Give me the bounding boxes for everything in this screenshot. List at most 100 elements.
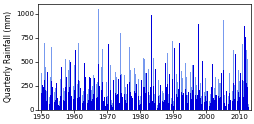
Bar: [229, 106, 230, 110]
Bar: [192, 65, 193, 110]
Bar: [143, 58, 144, 110]
Bar: [238, 81, 239, 110]
Bar: [78, 44, 79, 110]
Bar: [205, 101, 206, 110]
Bar: [128, 83, 129, 110]
Bar: [122, 66, 123, 110]
Bar: [104, 92, 105, 110]
Bar: [132, 93, 133, 110]
Bar: [168, 74, 169, 110]
Bar: [107, 80, 108, 110]
Bar: [155, 97, 156, 110]
Bar: [180, 86, 181, 110]
Bar: [145, 93, 146, 110]
Bar: [83, 91, 84, 110]
Bar: [174, 106, 175, 110]
Bar: [216, 85, 217, 110]
Bar: [175, 104, 176, 110]
Bar: [210, 87, 211, 110]
Bar: [131, 98, 132, 110]
Bar: [115, 93, 116, 110]
Bar: [172, 101, 173, 110]
Bar: [156, 102, 157, 110]
Bar: [99, 77, 100, 110]
Bar: [49, 97, 50, 110]
Bar: [135, 98, 136, 110]
Bar: [140, 80, 141, 110]
Bar: [57, 65, 58, 110]
Bar: [51, 81, 52, 110]
Bar: [155, 82, 156, 110]
Bar: [62, 85, 63, 110]
Bar: [158, 103, 159, 110]
Bar: [194, 83, 195, 110]
Bar: [216, 99, 217, 110]
Bar: [137, 106, 138, 110]
Bar: [115, 72, 116, 110]
Bar: [197, 24, 198, 110]
Bar: [85, 81, 86, 110]
Bar: [210, 99, 211, 110]
Bar: [219, 83, 220, 110]
Bar: [191, 90, 192, 110]
Bar: [50, 77, 51, 110]
Bar: [123, 62, 124, 110]
Bar: [183, 102, 184, 110]
Bar: [196, 95, 197, 110]
Bar: [118, 77, 119, 110]
Bar: [49, 104, 50, 110]
Bar: [158, 95, 159, 110]
Bar: [137, 102, 138, 110]
Bar: [159, 85, 160, 110]
Bar: [184, 89, 185, 110]
Bar: [146, 73, 147, 110]
Bar: [76, 93, 77, 110]
Bar: [82, 103, 83, 110]
Bar: [72, 101, 73, 110]
Bar: [233, 99, 234, 110]
Bar: [182, 93, 183, 110]
Bar: [90, 101, 91, 110]
Bar: [68, 70, 69, 110]
Bar: [236, 90, 237, 110]
Bar: [159, 99, 160, 110]
Bar: [230, 34, 231, 110]
Bar: [67, 93, 68, 110]
Bar: [109, 100, 110, 110]
Bar: [97, 97, 98, 110]
Bar: [100, 57, 101, 110]
Bar: [105, 106, 106, 110]
Bar: [90, 101, 91, 110]
Bar: [110, 65, 111, 110]
Bar: [215, 95, 216, 110]
Bar: [238, 81, 239, 110]
Bar: [170, 109, 171, 110]
Bar: [241, 44, 242, 110]
Bar: [163, 105, 164, 110]
Bar: [147, 62, 148, 110]
Bar: [75, 76, 76, 110]
Bar: [163, 100, 164, 110]
Bar: [214, 95, 215, 110]
Bar: [119, 103, 120, 110]
Bar: [127, 76, 128, 110]
Bar: [108, 103, 109, 110]
Bar: [198, 56, 199, 110]
Bar: [93, 78, 94, 110]
Bar: [95, 105, 96, 110]
Bar: [145, 73, 146, 110]
Bar: [160, 73, 161, 110]
Bar: [54, 93, 55, 110]
Bar: [209, 94, 210, 110]
Bar: [121, 104, 122, 110]
Bar: [164, 63, 165, 110]
Bar: [182, 102, 183, 110]
Bar: [247, 104, 248, 110]
Bar: [172, 106, 173, 110]
Bar: [211, 89, 212, 110]
Bar: [237, 70, 238, 110]
Bar: [204, 78, 205, 110]
Bar: [236, 101, 237, 110]
Bar: [65, 87, 66, 110]
Bar: [90, 106, 91, 110]
